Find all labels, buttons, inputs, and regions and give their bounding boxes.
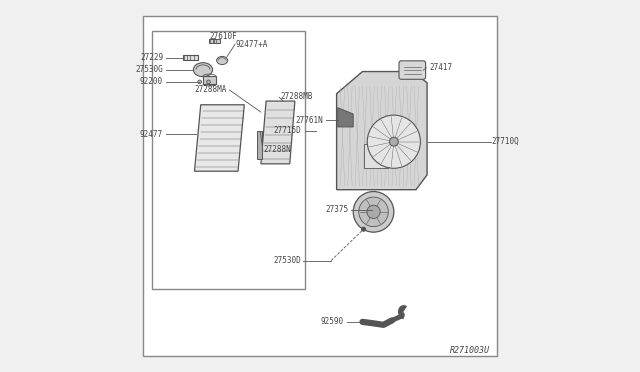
Circle shape: [361, 227, 366, 232]
Text: 27530D: 27530D: [273, 256, 301, 265]
FancyBboxPatch shape: [399, 61, 426, 79]
Bar: [209, 39, 220, 44]
Text: 27710Q: 27710Q: [492, 137, 519, 146]
Ellipse shape: [216, 57, 228, 64]
Text: 27288N: 27288N: [264, 145, 291, 154]
Text: 27288MA: 27288MA: [195, 85, 227, 94]
Bar: [152, 31, 305, 289]
Circle shape: [207, 80, 211, 84]
Circle shape: [353, 192, 394, 232]
Text: R271003U: R271003U: [450, 346, 490, 355]
Text: 92590: 92590: [321, 317, 344, 326]
Polygon shape: [257, 131, 262, 160]
Polygon shape: [337, 71, 427, 190]
Bar: [203, 76, 216, 84]
Polygon shape: [195, 105, 244, 171]
Circle shape: [359, 197, 388, 227]
Circle shape: [389, 137, 398, 146]
Circle shape: [367, 115, 420, 168]
Text: 27288MB: 27288MB: [280, 92, 312, 101]
Text: 27375: 27375: [326, 205, 349, 214]
Ellipse shape: [193, 62, 212, 77]
Text: 27761N: 27761N: [295, 116, 323, 125]
Bar: [364, 144, 388, 167]
Text: 27715D: 27715D: [273, 126, 301, 135]
Text: 27610F: 27610F: [209, 32, 237, 41]
Text: 92477+A: 92477+A: [236, 40, 268, 49]
Circle shape: [367, 205, 380, 218]
Circle shape: [198, 80, 202, 84]
Text: 92200: 92200: [140, 77, 163, 86]
Text: 27229: 27229: [140, 53, 163, 62]
Text: 92477: 92477: [140, 130, 163, 139]
Polygon shape: [338, 108, 353, 127]
Text: 27530G: 27530G: [135, 65, 163, 74]
Polygon shape: [261, 101, 295, 164]
Text: 27417: 27417: [429, 63, 452, 72]
Bar: [184, 55, 198, 61]
